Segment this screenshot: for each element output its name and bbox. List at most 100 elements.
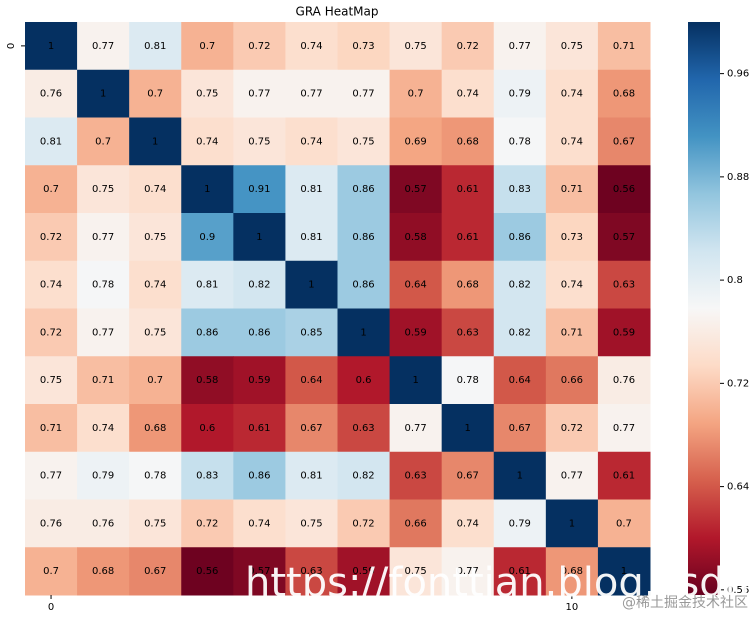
watermark: @稀土掘金技术社区 <box>622 595 748 611</box>
heat-cell <box>25 308 78 357</box>
heat-cell <box>77 499 130 548</box>
cell-label: 0.86 <box>196 327 218 338</box>
cell-label: 0.69 <box>404 136 426 147</box>
cell-label: 0.64 <box>509 375 531 386</box>
cell-label: 0.63 <box>404 471 426 482</box>
heat-cell <box>493 404 547 453</box>
cell-label: 0.86 <box>352 280 374 291</box>
cell-label: 0.79 <box>92 471 114 482</box>
heat-cell <box>337 260 391 309</box>
cell-label: 1 <box>308 280 314 291</box>
heat-cell <box>77 117 130 166</box>
heat-cell <box>337 547 391 596</box>
cell-label: 0.74 <box>300 136 322 147</box>
heat-cell <box>545 547 599 596</box>
heat-cell <box>493 69 547 118</box>
heat-cell <box>597 22 651 71</box>
heat-cell <box>389 69 443 118</box>
watermark: https://fonttian.blog.csdn.net <box>245 560 753 606</box>
heat-cell <box>129 499 182 548</box>
cell-label: 0.91 <box>248 184 270 195</box>
heat-cell <box>181 22 234 71</box>
heat-cell <box>233 165 286 214</box>
heat-cell <box>389 22 443 71</box>
heat-cell <box>545 22 599 71</box>
heat-cell <box>493 117 547 166</box>
heat-cell <box>337 356 391 405</box>
heat-cell <box>233 404 286 453</box>
cell-label: 0.78 <box>457 375 479 386</box>
cell-label: 0.63 <box>300 566 322 577</box>
heat-cell <box>25 499 78 548</box>
heat-cell <box>77 308 130 357</box>
y-tick-label: 0 <box>6 43 17 49</box>
cell-label: 1 <box>360 327 366 338</box>
cell-label: 0.77 <box>404 423 426 434</box>
heat-cell <box>285 117 338 166</box>
heat-cell <box>389 499 443 548</box>
x-tick-label: 10 <box>566 602 579 613</box>
heat-cell <box>77 69 130 118</box>
cell-label: 0.57 <box>404 184 426 195</box>
heat-cell <box>441 260 495 309</box>
heat-cell <box>389 165 443 214</box>
heat-cell <box>77 547 130 596</box>
heat-cell <box>389 260 443 309</box>
cell-label: 0.74 <box>561 280 583 291</box>
heat-cell <box>493 451 547 500</box>
heat-cell <box>337 165 391 214</box>
heat-cell <box>285 308 338 357</box>
heat-cell <box>233 69 286 118</box>
heat-cell <box>181 69 234 118</box>
heat-cell <box>545 117 599 166</box>
cell-label: 0.77 <box>92 232 114 243</box>
cell-label: 0.86 <box>352 184 374 195</box>
cell-label: 0.71 <box>561 327 583 338</box>
heat-cell <box>389 404 443 453</box>
cell-label: 0.75 <box>92 184 114 195</box>
cell-label: 0.64 <box>300 375 322 386</box>
cell-label: 0.57 <box>248 566 270 577</box>
cell-label: 0.74 <box>300 41 322 52</box>
cell-label: 0.7 <box>199 41 215 52</box>
heat-cell <box>181 165 234 214</box>
heat-cell <box>597 404 651 453</box>
cell-label: 0.61 <box>457 232 479 243</box>
heat-cell <box>129 165 182 214</box>
heat-cell <box>25 356 78 405</box>
heat-cell <box>285 499 338 548</box>
cell-label: 0.86 <box>352 232 374 243</box>
cell-label: 1 <box>48 41 54 52</box>
heat-cell <box>545 69 599 118</box>
cell-label: 0.7 <box>43 184 59 195</box>
heat-cell <box>337 404 391 453</box>
cell-label: 0.75 <box>144 327 166 338</box>
cell-label: 0.67 <box>509 423 531 434</box>
cell-label: 0.63 <box>352 423 374 434</box>
heat-cell <box>285 356 338 405</box>
heat-cell <box>337 22 391 71</box>
cell-label: 0.82 <box>248 280 270 291</box>
cell-label: 0.61 <box>457 184 479 195</box>
heat-cell <box>441 117 495 166</box>
heat-cell <box>25 404 78 453</box>
cell-label: 0.74 <box>457 89 479 100</box>
cell-label: 0.61 <box>509 566 531 577</box>
heat-cell <box>285 547 338 596</box>
cell-label: 0.67 <box>144 566 166 577</box>
heat-cell <box>493 165 547 214</box>
heat-cell <box>545 499 599 548</box>
heat-cell <box>285 404 338 453</box>
cell-label: 0.81 <box>300 232 322 243</box>
colorbar-tick-label: 0.64 <box>727 482 749 493</box>
heat-cell <box>233 260 286 309</box>
cell-label: 0.74 <box>457 518 479 529</box>
heat-cell <box>181 451 234 500</box>
cell-label: 0.79 <box>509 89 531 100</box>
colorbar-tick-label: 0.72 <box>727 378 749 389</box>
cell-label: 1 <box>152 136 158 147</box>
cell-label: 0.9 <box>199 232 215 243</box>
cell-label: 0.7 <box>408 89 424 100</box>
colorbar <box>688 22 720 595</box>
cell-label: 0.71 <box>561 184 583 195</box>
